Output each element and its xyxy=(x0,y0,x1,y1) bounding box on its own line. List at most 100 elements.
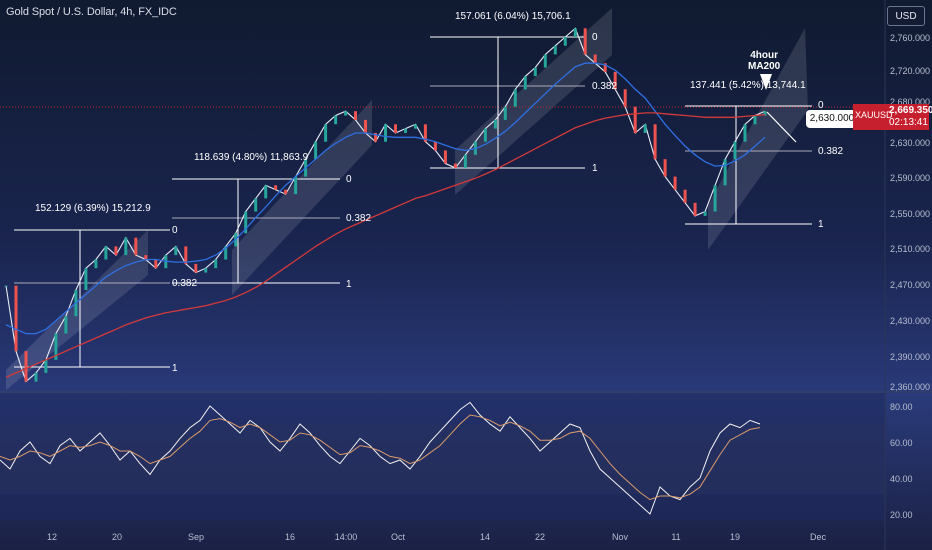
price-tag-value: 2,669.350 xyxy=(889,105,932,116)
candle xyxy=(214,259,218,269)
time-axis-tick: Dec xyxy=(810,532,827,542)
oscillator-pane xyxy=(0,393,885,520)
candle xyxy=(583,28,587,55)
oscillator-layer xyxy=(0,401,761,515)
channel-3 xyxy=(455,8,612,195)
candle xyxy=(613,71,617,90)
candle xyxy=(643,124,647,133)
measure-label-1: 152.129 (6.39%) 15,212.9 xyxy=(35,203,151,214)
fib-0-label: 0 xyxy=(592,32,598,43)
candle xyxy=(144,255,148,260)
candle xyxy=(194,263,198,273)
channel-4 xyxy=(708,28,808,250)
ma-fast-line xyxy=(5,62,766,335)
candle xyxy=(533,67,537,77)
candle xyxy=(523,76,527,90)
candle xyxy=(384,124,387,142)
projection-arrow xyxy=(766,111,797,143)
candle xyxy=(364,119,367,133)
annotation-labels: 152.129 (6.39%) 15,212.9 118.639 (4.80%)… xyxy=(35,11,843,374)
fib-1-label: 1 xyxy=(346,279,352,290)
candle xyxy=(14,285,18,352)
candle xyxy=(324,124,328,142)
candle xyxy=(603,63,607,72)
candle xyxy=(344,111,348,116)
fib-0-label: 0 xyxy=(172,225,178,236)
candle xyxy=(733,141,737,160)
measure-label-2: 118.639 (4.80%) 11,863.9 xyxy=(194,152,309,163)
time-axis-tick: 19 xyxy=(730,532,740,542)
candle xyxy=(4,285,8,287)
fib-1-label: 1 xyxy=(592,163,598,174)
candle xyxy=(713,185,717,212)
time-axis-tick: Nov xyxy=(612,532,629,542)
candle xyxy=(54,333,58,360)
oscillator-axis-tick: 80.00 xyxy=(890,402,913,412)
ma-label-line1: 4hour xyxy=(750,50,779,61)
candle xyxy=(563,37,567,46)
candle xyxy=(174,246,178,256)
price-axis-tick: 2,390.000 xyxy=(890,352,930,362)
time-axis-tick: 22 xyxy=(535,532,545,542)
candle xyxy=(284,189,288,195)
candle xyxy=(433,141,437,151)
price-tag-countdown: 02:13:41 xyxy=(889,117,928,128)
fib-0-label: 0 xyxy=(818,100,824,111)
fib-382-label: 0.382 xyxy=(172,278,197,289)
measure-label-4: 137.441 (5.42%) 13,744.1 xyxy=(690,80,806,91)
time-axis-tick: 16 xyxy=(285,532,295,542)
candle xyxy=(124,237,128,256)
candle xyxy=(453,163,457,168)
candle xyxy=(633,106,637,133)
candle xyxy=(703,211,707,216)
oscillator-axis-tick: 20.00 xyxy=(890,510,913,520)
candle xyxy=(94,259,98,269)
candle xyxy=(414,124,417,129)
time-axis-tick: 14:00 xyxy=(335,532,358,542)
oscillator-signal-line xyxy=(0,414,761,501)
candle xyxy=(204,268,208,273)
candle xyxy=(573,28,577,37)
candle xyxy=(683,189,687,203)
measure-label-3: 157.061 (6.04%) 15,706.1 xyxy=(455,11,571,22)
candle xyxy=(763,111,767,116)
target-callout: 2,630.000 xyxy=(806,110,858,128)
candle xyxy=(543,54,547,68)
oscillator-axis-tick: 60.00 xyxy=(890,438,913,448)
ma-label: 4hour MA200 xyxy=(748,50,780,72)
candle xyxy=(723,159,727,186)
axis-layer: 2,760.000 2,720.000 2,680.000 2,630.000 2,59… xyxy=(47,33,930,542)
candle xyxy=(314,141,318,160)
candle xyxy=(154,259,158,269)
price-axis-tick: 2,590.000 xyxy=(890,173,930,183)
price-axis-tick: 2,680.000 xyxy=(890,97,930,107)
fib-1-label: 1 xyxy=(818,219,824,230)
ma200-line xyxy=(5,112,766,378)
candle xyxy=(493,119,497,129)
candle xyxy=(423,124,427,142)
candle xyxy=(64,316,68,334)
candle xyxy=(483,128,487,142)
oscillator-axis-tick: 40.00 xyxy=(890,474,913,484)
candle xyxy=(503,106,507,120)
fib-382-label: 0.382 xyxy=(818,146,843,157)
candle xyxy=(513,89,517,107)
time-axis-tick: 11 xyxy=(671,532,680,542)
candle xyxy=(184,246,188,264)
candle xyxy=(553,45,557,55)
currency-button[interactable]: USD xyxy=(887,6,925,26)
time-axis-tick: 20 xyxy=(112,532,122,542)
candle xyxy=(443,150,447,164)
price-axis-tick: 2,470.000 xyxy=(890,280,930,290)
ma-label-line2: MA200 xyxy=(748,61,781,72)
fib-0-label: 0 xyxy=(346,174,352,185)
time-axis-tick: 12 xyxy=(47,532,57,542)
price-axis-tick: 2,510.000 xyxy=(890,244,930,254)
time-axis-tick: Sep xyxy=(188,532,204,542)
fib-382-label: 0.382 xyxy=(346,213,371,224)
candle xyxy=(334,115,338,125)
price-axis-tick: 2,720.000 xyxy=(890,66,930,76)
candle xyxy=(44,359,48,373)
